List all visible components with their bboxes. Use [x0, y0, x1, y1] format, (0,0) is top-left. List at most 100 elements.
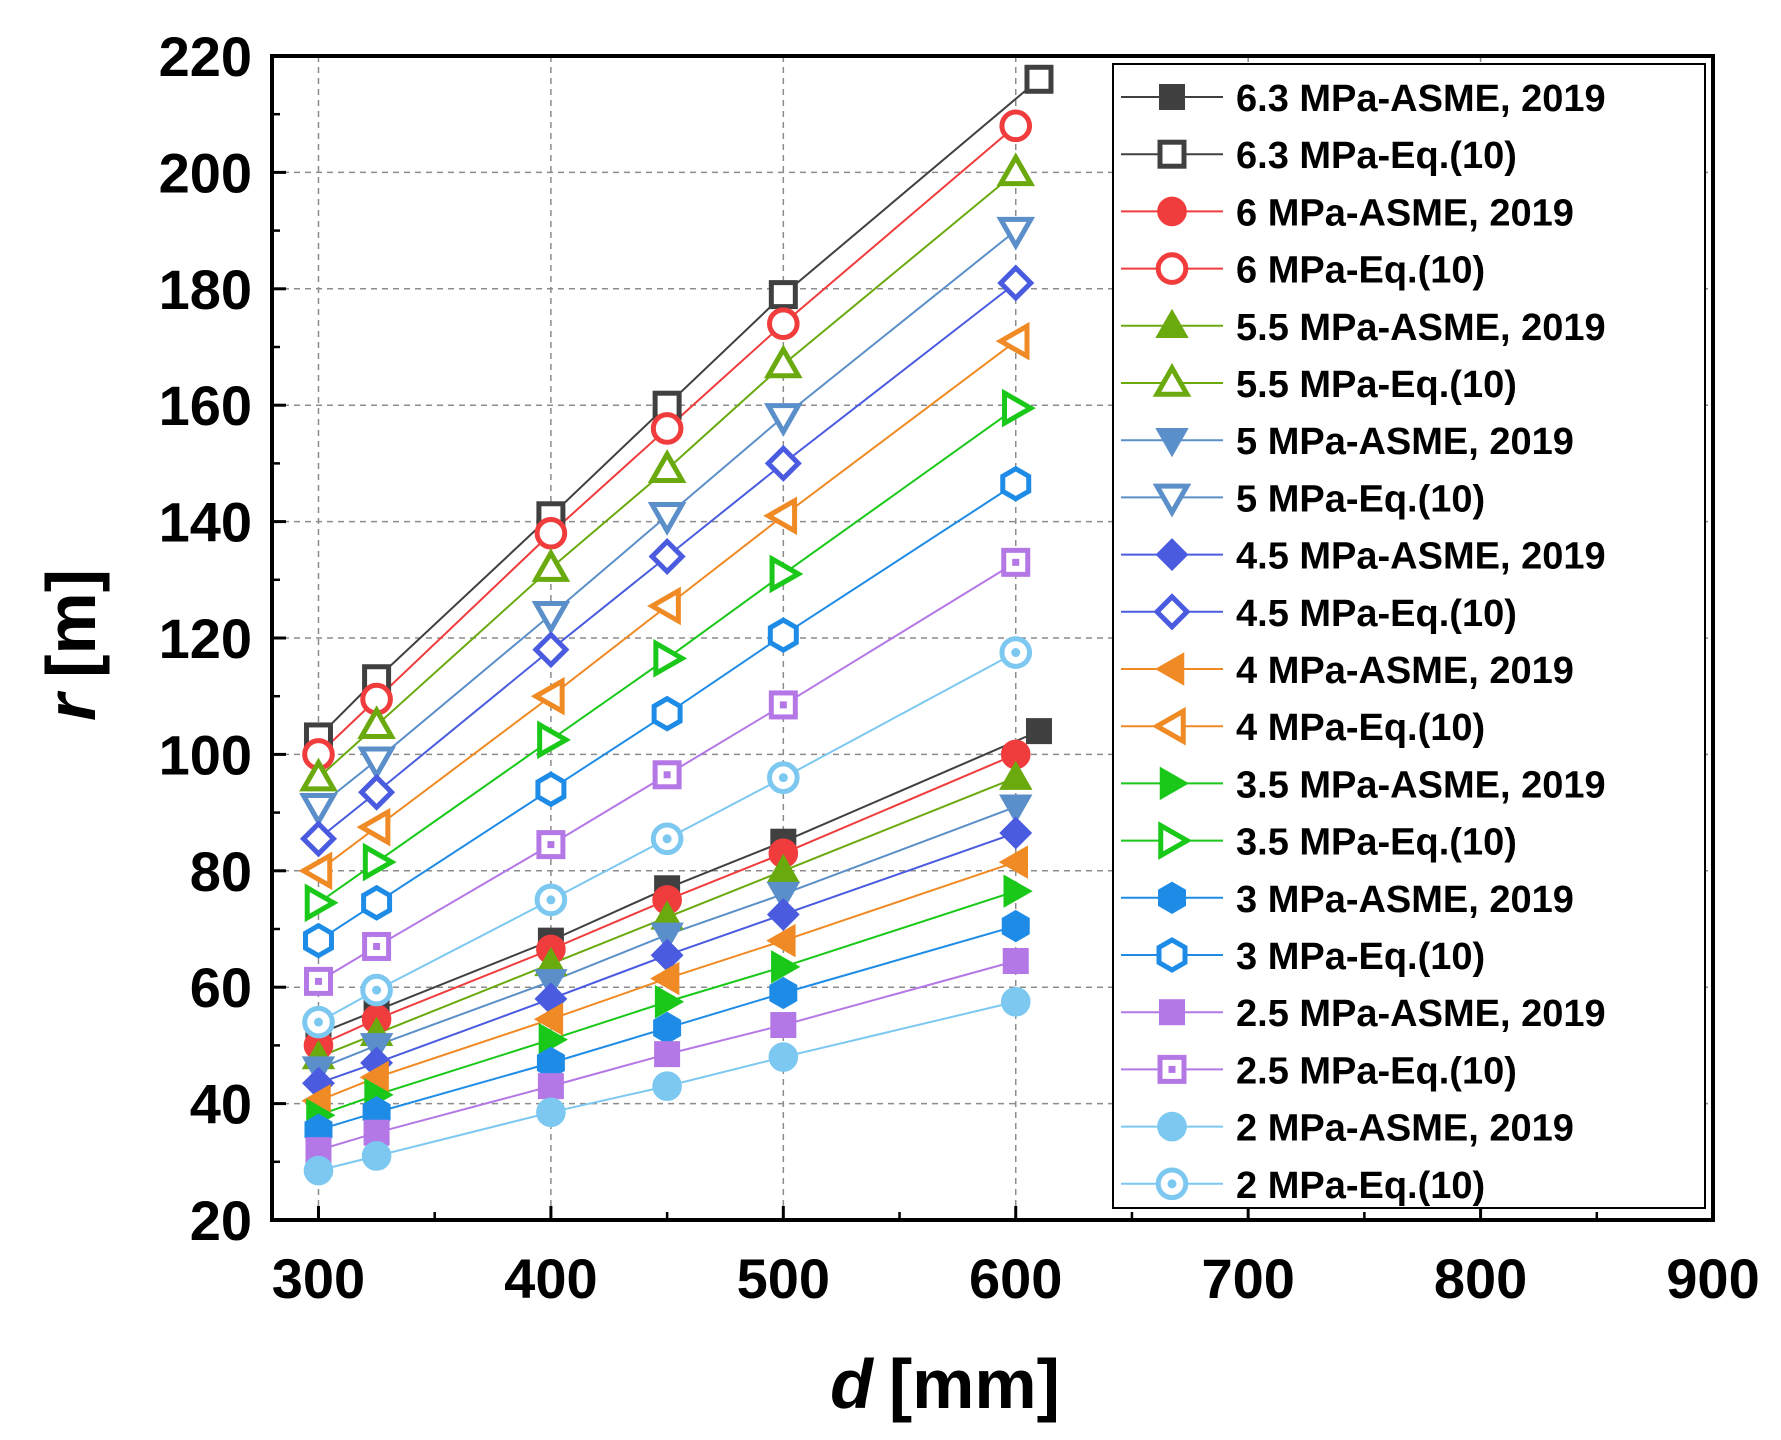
legend-marker-5: [1152, 362, 1192, 397]
data-point-15-0: [302, 922, 334, 959]
data-point-9-2: [532, 631, 570, 669]
data-point-3-2: [534, 516, 568, 550]
data-point-5-1-group: [357, 705, 396, 740]
data-point-16-4-dot: [779, 1021, 787, 1029]
legend-marker-8-group: [1155, 538, 1189, 572]
legend-label: 3 MPa-Eq.(10): [1236, 936, 1485, 978]
y-tick-label: 20: [190, 1189, 252, 1252]
data-point-19-0-group: [302, 1005, 335, 1039]
x-axis-unit: [mm]: [889, 1345, 1060, 1423]
data-point-10-2-group: [533, 1002, 564, 1036]
data-point-3-5-group: [999, 109, 1033, 143]
data-point-13-5-group: [1001, 388, 1036, 428]
data-point-11-4-group: [763, 496, 798, 536]
data-point-12-4: [771, 950, 801, 984]
legend-marker-16-dot: [1168, 1008, 1176, 1016]
data-point-7-4-group: [764, 403, 803, 437]
legend-item-1: 6.3 MPa-Eq.(10): [1121, 135, 1517, 177]
legend-marker-0-group: [1159, 84, 1185, 110]
legend-marker-17-group: [1157, 1054, 1187, 1084]
data-point-17-1-dot: [373, 942, 381, 950]
legend-marker-15-group: [1156, 937, 1188, 973]
data-point-8-5-group: [999, 816, 1033, 850]
legend-label: 2.5 MPa-ASME, 2019: [1236, 993, 1606, 1035]
data-point-4-5-group: [999, 760, 1033, 790]
x-tick-label: 400: [504, 1247, 597, 1310]
data-point-7-1-group: [357, 746, 396, 781]
x-tick-label: 300: [272, 1247, 365, 1310]
legend-marker-3: [1155, 252, 1189, 285]
data-point-8-5: [999, 816, 1033, 850]
legend-item-5: 5.5 MPa-Eq.(10): [1121, 362, 1517, 406]
data-point-19-0-dot: [313, 1017, 323, 1027]
data-point-13-3: [653, 639, 688, 678]
data-point-17-5: [1001, 547, 1031, 577]
data-point-19-5-group: [999, 636, 1033, 669]
tick-labels: 300 400 500 600 700 800 900 20 40 60 80 100 120 140 16…: [159, 25, 1760, 1310]
data-point-12-2: [538, 1022, 568, 1057]
data-point-18-4-dot: [778, 1052, 788, 1062]
x-axis-var: d: [830, 1345, 874, 1423]
legend-label: 5 MPa-Eq.(10): [1236, 478, 1485, 520]
data-point-11-3-group: [647, 586, 681, 626]
data-point-6-4-group: [766, 881, 801, 912]
data-point-12-2-group: [538, 1022, 568, 1057]
data-point-16-3-group: [654, 1041, 681, 1068]
data-point-13-4: [769, 554, 804, 594]
x-tick-label: 500: [737, 1247, 830, 1310]
data-point-9-3: [648, 537, 686, 576]
y-tick-label: 80: [190, 840, 252, 903]
y-axis-title: r [m]: [32, 569, 110, 721]
data-point-1-5-group: [1024, 64, 1054, 94]
data-point-15-3-group: [651, 695, 683, 732]
legend-label: 3.5 MPa-Eq.(10): [1236, 822, 1517, 864]
data-point-19-2-dot: [546, 895, 556, 905]
data-point-15-2-group: [535, 771, 567, 808]
legend-marker-18-dot: [1167, 1122, 1177, 1132]
legend-label: 6.3 MPa-ASME, 2019: [1236, 78, 1606, 120]
legend-marker-17-dot: [1168, 1065, 1176, 1073]
data-point-9-5: [997, 264, 1035, 302]
data-point-17-1-group: [362, 931, 392, 961]
data-point-11-2: [530, 676, 565, 716]
data-point-15-0-group: [302, 922, 334, 959]
data-point-11-1-group: [356, 807, 391, 847]
legend-item-16: 2.5 MPa-ASME, 2019: [1121, 993, 1606, 1035]
data-point-19-4-dot: [778, 773, 788, 783]
data-point-16-3-dot: [663, 1050, 671, 1058]
data-point-18-3-dot: [662, 1081, 672, 1091]
data-point-11-2-group: [530, 676, 565, 716]
data-point-10-5-group: [998, 845, 1028, 879]
data-point-7-5: [996, 216, 1036, 251]
legend-item-15: 3 MPa-Eq.(10): [1121, 936, 1485, 978]
data-point-15-4-group: [767, 617, 799, 653]
data-point-11-0-group: [298, 851, 333, 891]
legend-item-10: 4 MPa-ASME, 2019: [1121, 650, 1574, 692]
data-point-6-3: [650, 922, 684, 952]
data-point-3-4: [767, 307, 800, 341]
data-point-17-0-dot: [314, 977, 322, 985]
data-point-17-4-group: [768, 690, 798, 720]
data-point-17-4: [768, 690, 798, 720]
data-point-14-3-group: [653, 1011, 682, 1045]
legend-item-8: 4.5 MPa-ASME, 2019: [1121, 536, 1606, 578]
data-point-18-0-dot: [313, 1166, 323, 1176]
data-point-16-2-dot: [547, 1082, 555, 1090]
series-lines: [317, 78, 1040, 1172]
x-tick-label: 900: [1666, 1247, 1759, 1310]
data-point-5-0: [299, 757, 338, 792]
data-point-19-5-dot: [1011, 648, 1021, 658]
data-point-14-5-group: [1001, 909, 1030, 943]
data-point-13-5: [1001, 388, 1036, 428]
legend-item-13: 3.5 MPa-Eq.(10): [1121, 821, 1517, 864]
data-point-18-2-group: [536, 1097, 566, 1128]
y-tick-label: 180: [159, 258, 252, 321]
data-point-10-4-group: [766, 923, 796, 958]
legend-marker-15: [1156, 937, 1188, 973]
data-point-9-0: [299, 820, 338, 858]
data-point-13-0-group: [304, 883, 339, 923]
data-point-9-2-group: [532, 631, 570, 669]
legend-marker-1-group: [1157, 139, 1187, 169]
legend-label: 6 MPa-Eq.(10): [1236, 250, 1485, 292]
legend: 6.3 MPa-ASME, 2019 6.3 MPa-Eq.(10) 6 MPa-A…: [1112, 63, 1706, 1209]
